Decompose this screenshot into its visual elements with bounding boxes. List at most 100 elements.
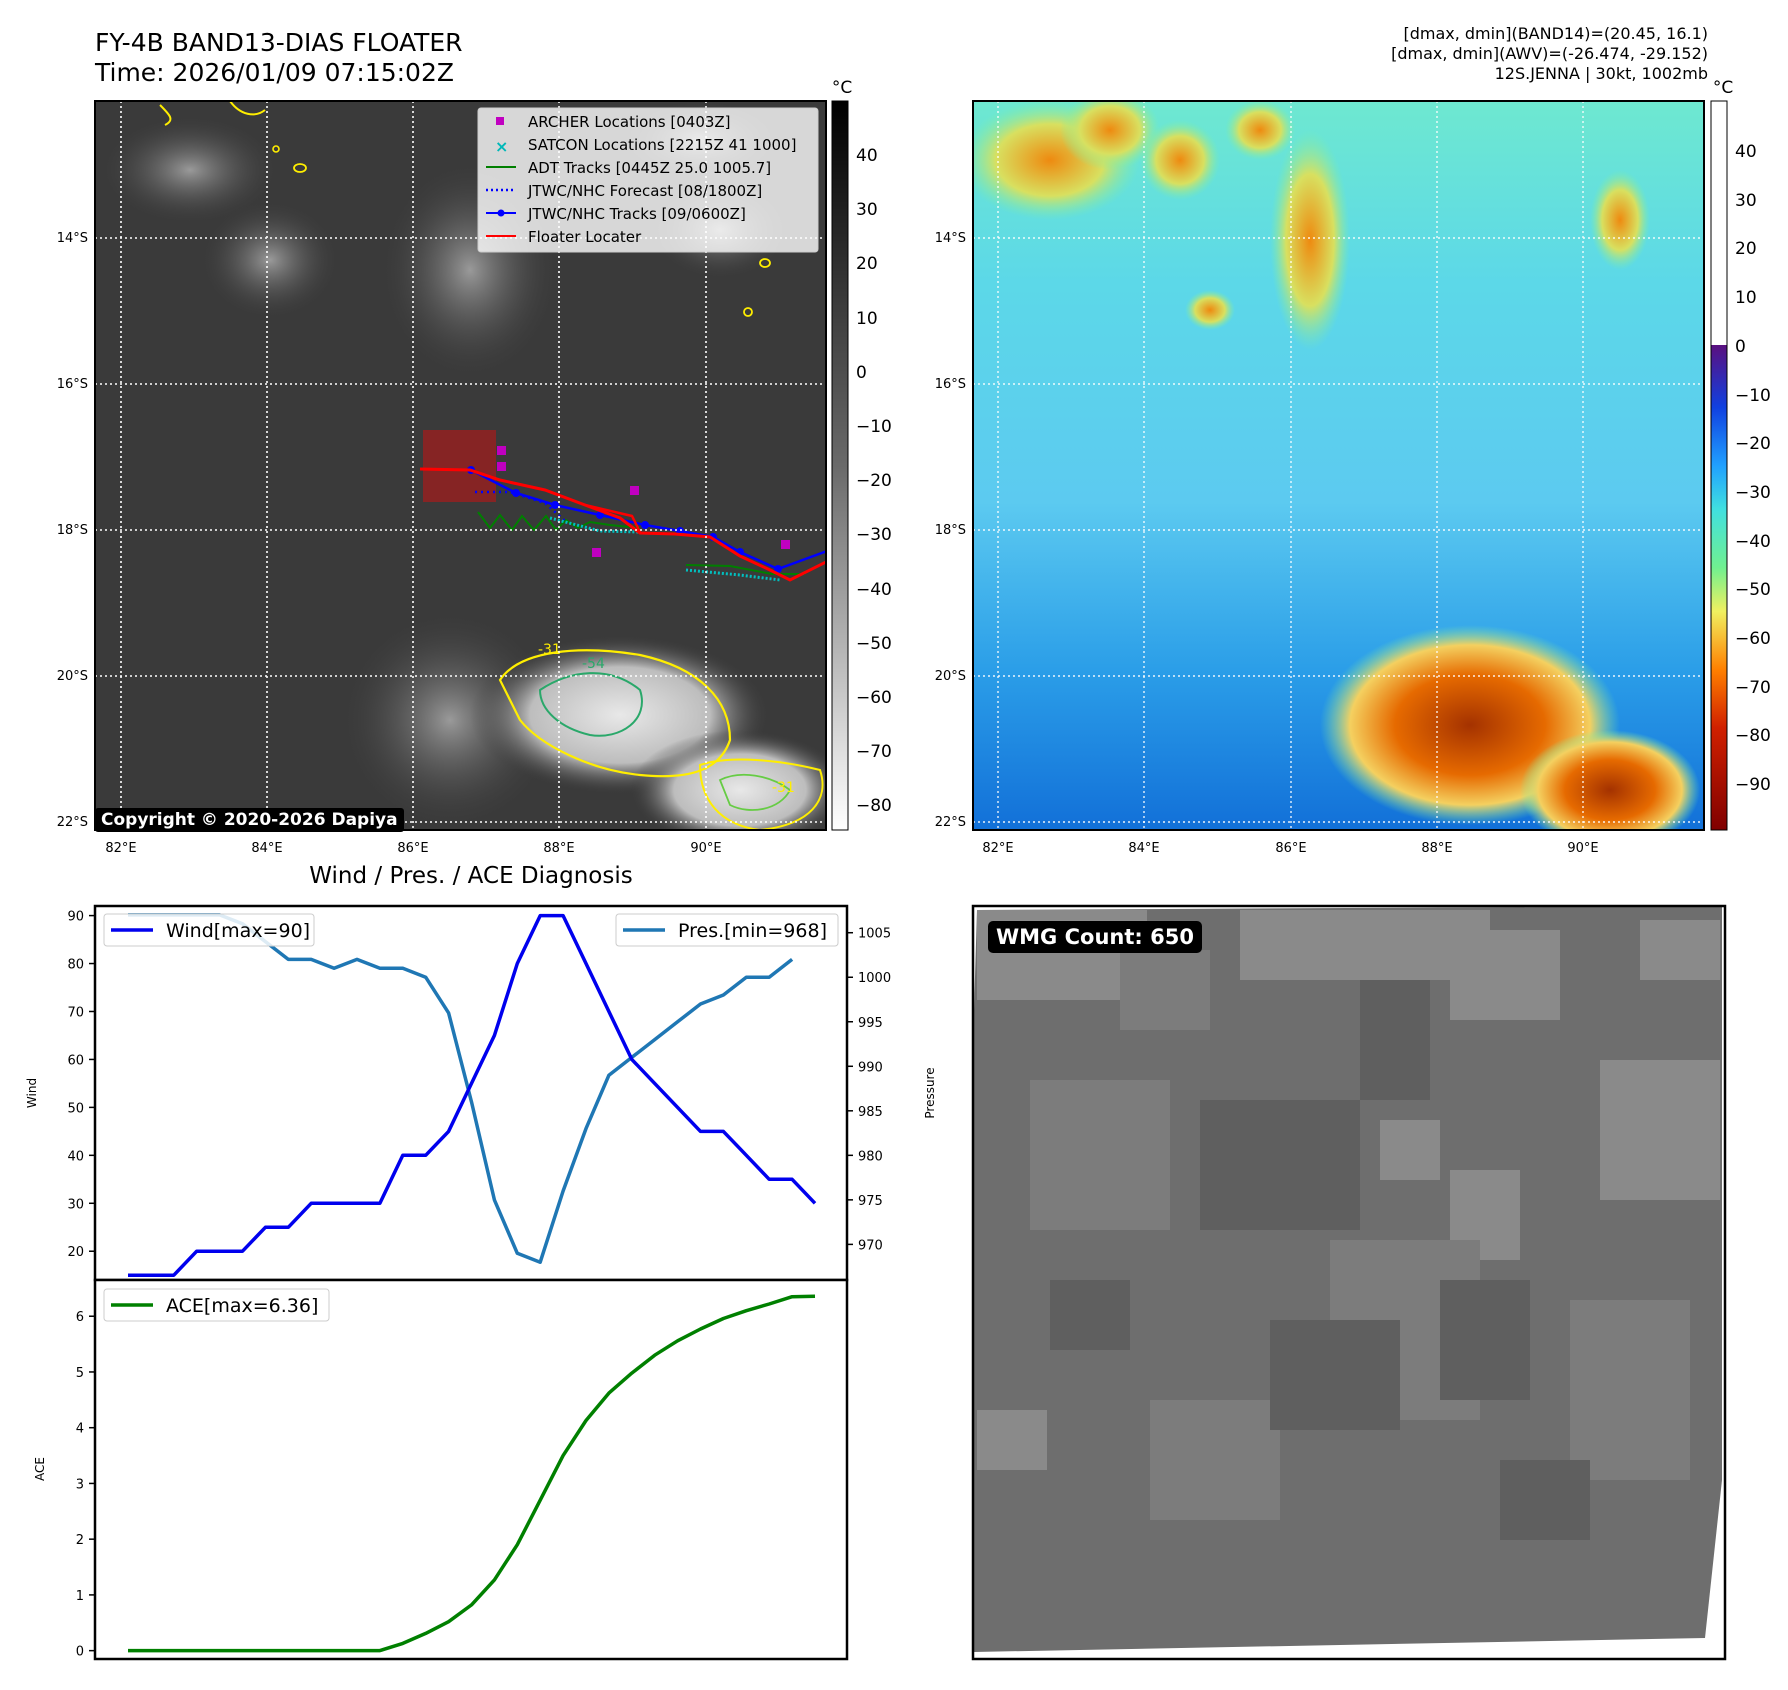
- svg-text:20: 20: [1735, 239, 1757, 259]
- legend-archer-marker: [496, 117, 504, 125]
- ace-legend: ACE[max=6.36]: [103, 1288, 330, 1322]
- svg-text:−30: −30: [856, 525, 892, 545]
- wind-tick-label: 50: [67, 1101, 84, 1116]
- svg-text:18°S: 18°S: [57, 523, 88, 538]
- legend-wind-label: Wind[max=90]: [166, 920, 310, 942]
- svg-text:−90: −90: [1735, 775, 1771, 795]
- pressure-tick-label: 970: [858, 1238, 883, 1253]
- pressure-legend: Pres.[min=968]: [615, 913, 839, 947]
- wind-tick-label: 70: [67, 1005, 84, 1020]
- svg-text:−40: −40: [1735, 532, 1771, 552]
- svg-text:22°S: 22°S: [935, 815, 966, 830]
- ir-lon-ticks: 82°E 84°E 86°E 88°E 90°E: [105, 841, 721, 856]
- svg-text:−10: −10: [856, 417, 892, 437]
- wind-tick-label: 60: [67, 1053, 84, 1068]
- legend-label-forecast: JTWC/NHC Forecast [08/1800Z]: [527, 182, 762, 200]
- ir-colorbar-unit: °C: [832, 78, 852, 98]
- svg-text:40: 40: [1735, 142, 1757, 162]
- ace-tick-label: 3: [76, 1477, 84, 1492]
- svg-text:−30: −30: [1735, 483, 1771, 503]
- ace-tick-label: 2: [76, 1533, 84, 1548]
- svg-text:84°E: 84°E: [251, 841, 282, 856]
- svg-text:14°S: 14°S: [935, 231, 966, 246]
- svg-text:40: 40: [856, 146, 878, 166]
- pressure-ylabel: Pressure: [923, 1067, 937, 1118]
- pressure-y-ticks: 970 975 980 985 990 995 1000 1005: [847, 927, 891, 1253]
- svg-text:18°S: 18°S: [935, 523, 966, 538]
- svg-text:−70: −70: [1735, 678, 1771, 698]
- svg-text:10: 10: [1735, 288, 1757, 308]
- svg-text:10: 10: [856, 309, 878, 329]
- svg-text:16°S: 16°S: [57, 377, 88, 392]
- legend-satcon-marker: ×: [495, 137, 508, 156]
- pressure-tick-label: 995: [858, 1016, 883, 1031]
- pressure-tick-label: 1000: [858, 971, 891, 986]
- legend-label-satcon: SATCON Locations [2215Z 41 1000]: [528, 136, 796, 154]
- wind-tick-label: 20: [67, 1245, 84, 1260]
- ir-lat-ticks: 14°S 16°S 18°S 20°S 22°S: [57, 231, 88, 830]
- dias-colorbar-unit: °C: [1713, 78, 1733, 98]
- contour-label-2: -54: [582, 656, 605, 672]
- copyright-badge: Copyright © 2020-2026 Dapiya: [95, 808, 404, 832]
- dias-panel: 82°E 84°E 86°E 88°E 90°E 14°S 16°S 18°S …: [935, 78, 1771, 856]
- svg-text:84°E: 84°E: [1128, 841, 1159, 856]
- figure-title: FY-4B BAND13-DIAS FLOATER: [95, 28, 463, 57]
- svg-text:0: 0: [856, 363, 867, 383]
- dias-clouds: [973, 101, 1704, 830]
- wind-ylabel: Wind: [25, 1078, 39, 1108]
- ir-colorbar: [831, 100, 849, 831]
- legend-ace-label: ACE[max=6.36]: [166, 1295, 318, 1317]
- svg-text:−20: −20: [856, 471, 892, 491]
- ace-ylabel: ACE: [33, 1457, 47, 1481]
- ir-colorbar-ticks: 40 30 20 10 0 −10 −20 −30 −40 −50 −60 −7…: [856, 146, 892, 816]
- svg-text:−80: −80: [1735, 726, 1771, 746]
- ace-tick-label: 0: [76, 1645, 84, 1660]
- info-band14: [dmax, dmin](BAND14)=(20.45, 16.1): [1403, 24, 1708, 43]
- svg-text:22°S: 22°S: [57, 815, 88, 830]
- adt-track-2: [685, 564, 805, 575]
- svg-text:16°S: 16°S: [935, 377, 966, 392]
- svg-text:−80: −80: [856, 796, 892, 816]
- dias-colorbar: [1710, 100, 1728, 831]
- svg-text:20°S: 20°S: [57, 669, 88, 684]
- ace-y-ticks: 0 1 2 3 4 5 6: [76, 1310, 95, 1660]
- legend-pressure-label: Pres.[min=968]: [678, 920, 827, 942]
- dias-colorbar-ticks: 40 30 20 10 0 −10 −20 −30 −40 −50 −60 −7…: [1735, 142, 1771, 795]
- ir-panel: -31 -54 -31 82°E 84°E 86°E 88°E 90°E 14°…: [57, 78, 892, 856]
- info-awv: [dmax, dmin](AWV)=(-26.474, -29.152): [1391, 44, 1708, 63]
- svg-text:0: 0: [1735, 337, 1746, 357]
- svg-text:−40: −40: [856, 580, 892, 600]
- jtwc-best-track: [470, 468, 826, 571]
- dias-lat-ticks: 14°S 16°S 18°S 20°S 22°S: [935, 231, 966, 830]
- legend-label-jtwc: JTWC/NHC Tracks [09/0600Z]: [527, 205, 746, 223]
- wmg-count-badge: WMG Count: 650: [988, 921, 1202, 953]
- legend-label-floater: Floater Locater: [528, 228, 642, 246]
- archer-locations: [497, 446, 790, 557]
- svg-text:20: 20: [856, 254, 878, 274]
- svg-text:30: 30: [1735, 191, 1757, 211]
- ir-legend: x × ARCHER Locations [0403Z] SATCON Loca…: [477, 107, 819, 253]
- svg-text:86°E: 86°E: [397, 841, 428, 856]
- pressure-tick-label: 990: [858, 1060, 883, 1075]
- ace-axes: [93, 1278, 849, 1661]
- satcon-track-2: [685, 568, 781, 582]
- svg-text:−60: −60: [1735, 629, 1771, 649]
- svg-text:−50: −50: [1735, 580, 1771, 600]
- floater-locater-track: [419, 467, 826, 582]
- svg-text:−10: −10: [1735, 386, 1771, 406]
- pressure-tick-label: 1005: [858, 927, 891, 942]
- ace-tick-label: 4: [76, 1422, 84, 1437]
- adt-track-1: [477, 511, 641, 532]
- wind-tick-label: 90: [67, 910, 84, 925]
- svg-text:86°E: 86°E: [1275, 841, 1306, 856]
- wind-tick-label: 40: [67, 1149, 84, 1164]
- ace-tick-label: 5: [76, 1366, 84, 1381]
- svg-text:82°E: 82°E: [982, 841, 1013, 856]
- svg-text:20°S: 20°S: [935, 669, 966, 684]
- pressure-tick-label: 975: [858, 1194, 883, 1209]
- contour-label-3: -31: [772, 780, 795, 796]
- svg-text:90°E: 90°E: [690, 841, 721, 856]
- svg-text:14°S: 14°S: [57, 231, 88, 246]
